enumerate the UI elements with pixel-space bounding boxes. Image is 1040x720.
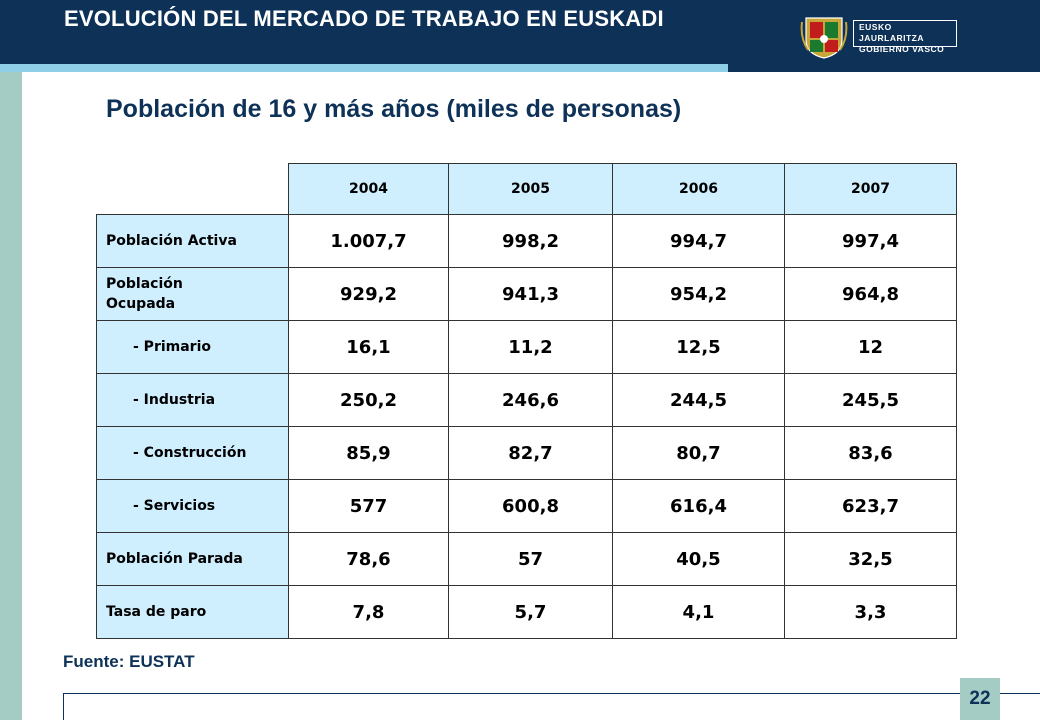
row-label: - Industria: [96, 373, 289, 427]
row-label: Población Activa: [96, 214, 289, 268]
table-cell: 994,7: [612, 214, 785, 268]
table-row: - Industria 250,2 246,6 244,5 245,5: [96, 373, 957, 427]
table-cell: 40,5: [612, 532, 785, 586]
row-label: - Construcción: [96, 426, 289, 480]
table-cell: 997,4: [784, 214, 957, 268]
table-header-row: 2004 2005 2006 2007: [96, 163, 957, 215]
logo-wordmark: EUSKO JAURLARITZA GOBIERNO VASCO: [853, 20, 957, 54]
table-cell: 577: [288, 479, 449, 533]
table-cell: 600,8: [448, 479, 613, 533]
table-cell: 929,2: [288, 267, 449, 321]
logo-text-line1: EUSKO JAURLARITZA: [859, 22, 924, 43]
table-cell: 12,5: [612, 320, 785, 374]
page-title: Población de 16 y más años (miles de per…: [106, 95, 682, 123]
table-row: Población Parada 78,6 57 40,5 32,5: [96, 532, 957, 586]
table-row: - Construcción 85,9 82,7 80,7 83,6: [96, 426, 957, 480]
row-label: Población Parada: [96, 532, 289, 586]
header-accent-stripe: [0, 64, 728, 72]
table-cell: 16,1: [288, 320, 449, 374]
table-cell: 7,8: [288, 585, 449, 639]
page-number: 22: [960, 678, 1000, 720]
row-label: Población Ocupada: [96, 267, 289, 321]
table-row: Población Activa 1.007,7 998,2 994,7 997…: [96, 214, 957, 268]
labour-market-table: 2004 2005 2006 2007 Población Activa 1.0…: [96, 163, 957, 639]
table-cell: 246,6: [448, 373, 613, 427]
table-cell: 250,2: [288, 373, 449, 427]
table-row: - Primario 16,1 11,2 12,5 12: [96, 320, 957, 374]
table-cell: 82,7: [448, 426, 613, 480]
table-cell: 5,7: [448, 585, 613, 639]
table-cell: 12: [784, 320, 957, 374]
table-row: - Servicios 577 600,8 616,4 623,7: [96, 479, 957, 533]
header-bar: [0, 0, 1040, 72]
footer-rule-vertical: [63, 693, 64, 720]
table-cell: 954,2: [612, 267, 785, 321]
table-cell: 11,2: [448, 320, 613, 374]
table-cell: 623,7: [784, 479, 957, 533]
year-header: 2006: [612, 163, 785, 215]
table-cell: 80,7: [612, 426, 785, 480]
year-header: 2007: [784, 163, 957, 215]
table-row: Población Ocupada 929,2 941,3 954,2 964,…: [96, 267, 957, 321]
table-cell: 245,5: [784, 373, 957, 427]
table-cell: 3,3: [784, 585, 957, 639]
row-label: - Primario: [96, 320, 289, 374]
row-label: - Servicios: [96, 479, 289, 533]
source-note: Fuente: EUSTAT: [63, 652, 195, 671]
table-cell: 57: [448, 532, 613, 586]
table-cell: 4,1: [612, 585, 785, 639]
year-header: 2005: [448, 163, 613, 215]
table-cell: 964,8: [784, 267, 957, 321]
table-row: Tasa de paro 7,8 5,7 4,1 3,3: [96, 585, 957, 639]
basque-government-coat-of-arms-icon: [800, 14, 848, 64]
table-cell: 1.007,7: [288, 214, 449, 268]
table-cell: 244,5: [612, 373, 785, 427]
row-label: Tasa de paro: [96, 585, 289, 639]
table-cell: 998,2: [448, 214, 613, 268]
table-cell: 941,3: [448, 267, 613, 321]
footer-rule: [63, 693, 1040, 694]
year-header: 2004: [288, 163, 449, 215]
table-corner: [96, 163, 289, 215]
table-cell: 616,4: [612, 479, 785, 533]
table-cell: 83,6: [784, 426, 957, 480]
logo-text-line2: GOBIERNO VASCO: [859, 44, 945, 54]
left-side-bar: [0, 72, 22, 720]
table-cell: 78,6: [288, 532, 449, 586]
table-cell: 85,9: [288, 426, 449, 480]
header-title: EVOLUCIÓN DEL MERCADO DE TRABAJO EN EUSK…: [64, 6, 664, 31]
table-cell: 32,5: [784, 532, 957, 586]
